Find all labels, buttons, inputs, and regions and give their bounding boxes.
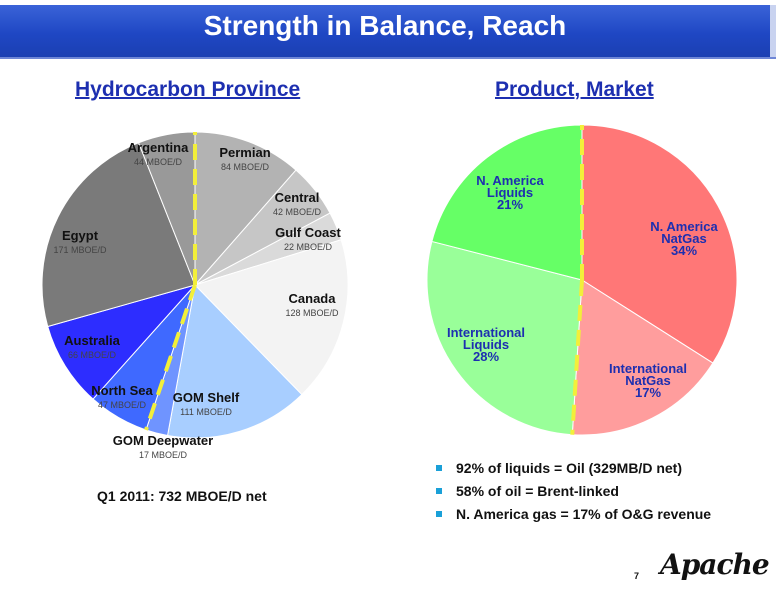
slice-value-gulf-coast: 22 MBOE/D	[284, 242, 333, 252]
slice-value-permian: 84 MBOE/D	[221, 162, 270, 172]
slice-label-n-america-natgas: NatGas	[661, 231, 707, 246]
slice-label-international-liquids: Liquids	[463, 337, 509, 352]
hydrocarbon-province-pie-chart: Permian 84 MBOE/D Central 42 MBOE/D Gulf Coa…	[41, 131, 349, 460]
square-bullet-icon	[436, 465, 442, 471]
slice-label-gom-shelf: GOM Shelf	[173, 390, 240, 405]
pie-slice-gom-shelf	[166, 283, 303, 439]
right-chart-heading: Product, Market	[495, 78, 654, 101]
pie-slice-canada	[194, 239, 349, 396]
slice-percent-international-liquids: 28%	[473, 349, 499, 364]
slice-label-international-natgas: NatGas	[625, 373, 671, 388]
square-bullet-icon	[436, 511, 442, 517]
slice-value-gom-deepwater: 17 MBOE/D	[139, 450, 188, 460]
bullet-item: 92% of liquids = Oil (329MB/D net)	[436, 460, 711, 483]
left-chart-heading: Hydrocarbon Province	[75, 78, 301, 101]
bullet-text: 58% of oil = Brent-linked	[456, 483, 619, 499]
bullet-list: 92% of liquids = Oil (329MB/D net) 58% o…	[436, 460, 711, 529]
slice-label-gulf-coast: Gulf Coast	[275, 225, 341, 240]
bullet-item: 58% of oil = Brent-linked	[436, 483, 711, 506]
slice-label-permian: Permian	[219, 145, 270, 160]
pie-slice-n-america-liquids	[431, 124, 583, 281]
pie-slice-australia	[47, 284, 197, 400]
slice-label-n-america-liquids: N. America	[476, 173, 544, 188]
slice-value-north-sea: 47 MBOE/D	[98, 400, 147, 410]
yellow-divider-line	[570, 279, 584, 435]
slice-label-egypt: Egypt	[62, 228, 99, 243]
slice-label-australia: Australia	[64, 333, 120, 348]
slice-value-argentina: 44 MBOE/D	[134, 157, 183, 167]
slice-label-canada: Canada	[289, 291, 337, 306]
pie-slice-n-america-natgas	[581, 124, 738, 364]
yellow-divider-line	[144, 284, 197, 431]
production-footnote: Q1 2011: 732 MBOE/D net	[97, 488, 267, 504]
title-bar	[0, 5, 776, 59]
slice-value-egypt: 171 MBOE/D	[53, 245, 107, 255]
slice-value-central: 42 MBOE/D	[273, 207, 322, 217]
apache-logo: Apache	[660, 548, 770, 581]
square-bullet-icon	[436, 488, 442, 494]
slice-label-central: Central	[275, 190, 320, 205]
slice-label-north-sea: North Sea	[91, 383, 153, 398]
bullet-item: N. America gas = 17% of O&G revenue	[436, 506, 711, 529]
page-number: 7	[634, 571, 640, 581]
slice-label-international-liquids: International	[447, 325, 525, 340]
pie-slice-international-liquids	[426, 240, 583, 436]
slice-value-canada: 128 MBOE/D	[285, 308, 339, 318]
slice-percent-n-america-liquids: 21%	[497, 197, 523, 212]
slice-label-n-america-natgas: N. America	[650, 219, 718, 234]
slice-label-international-natgas: International	[609, 361, 687, 376]
slice-label-argentina: Argentina	[128, 140, 189, 155]
slide-title: Strength in Balance, Reach	[203, 10, 567, 41]
product-market-pie-chart: N. AmericaNatGas34%InternationalNatGas17…	[426, 124, 738, 436]
title-bar-edge	[770, 5, 776, 57]
pie-slice-international-natgas	[571, 279, 714, 436]
slice-label-n-america-liquids: Liquids	[487, 185, 533, 200]
bullet-text: 92% of liquids = Oil (329MB/D net)	[456, 460, 682, 476]
pie-slice-permian	[194, 131, 297, 287]
slice-percent-international-natgas: 17%	[635, 385, 661, 400]
bullet-text: N. America gas = 17% of O&G revenue	[456, 506, 712, 522]
slice-label-gom-deepwater: GOM Deepwater	[113, 433, 213, 448]
slice-value-australia: 66 MBOE/D	[68, 350, 117, 360]
slice-value-gom-shelf: 111 MBOE/D	[180, 407, 232, 417]
slice-percent-n-america-natgas: 34%	[671, 243, 697, 258]
